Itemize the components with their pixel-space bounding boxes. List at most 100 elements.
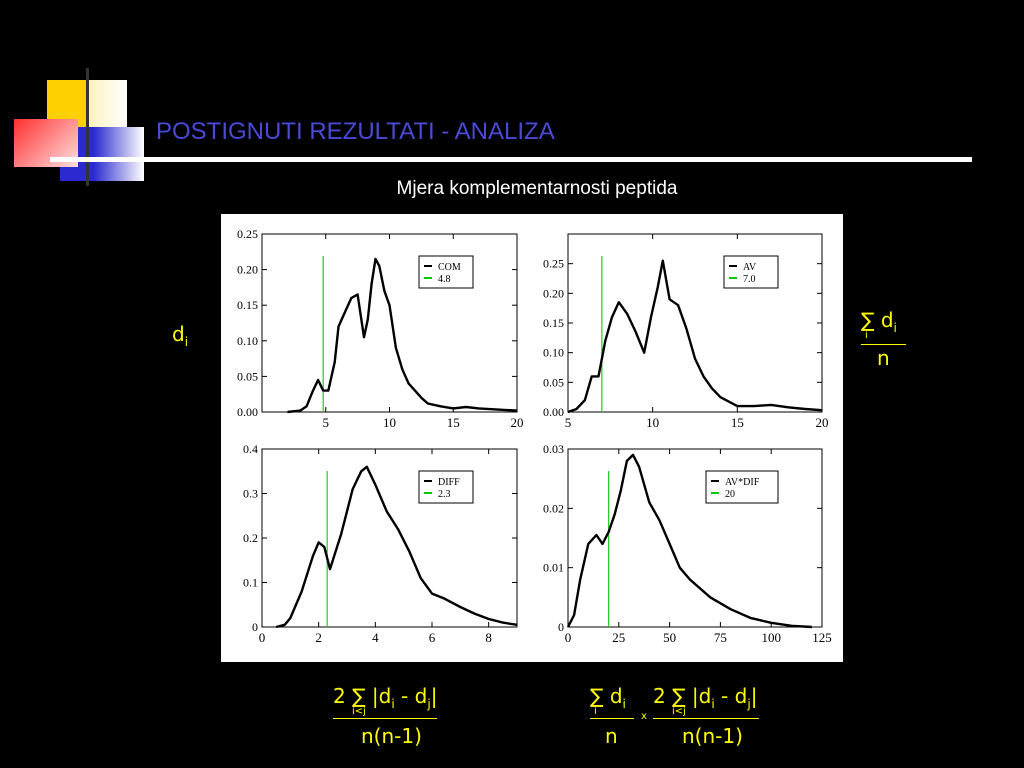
y-tick-label: 0.01 [543, 561, 564, 575]
x-tick-label: 5 [323, 415, 330, 430]
formula-product-a-fraction-bar [590, 718, 634, 719]
formula-product-b-sub-i: i [711, 697, 715, 711]
y-tick-label: 0 [558, 620, 564, 634]
legend-label: AV [743, 262, 757, 273]
formula-mean-num-sub: i [893, 321, 897, 335]
formula-diff-num-c: | [430, 684, 438, 708]
y-tick-label: 0.03 [543, 442, 564, 456]
legend-box [418, 470, 474, 504]
x-tick-label: 8 [485, 630, 492, 645]
y-tick-label: 0.2 [243, 531, 258, 545]
legend-box [418, 255, 474, 289]
formula-diff-sub-i: i [391, 697, 395, 711]
formula-di-symbol: d [172, 322, 185, 346]
plot-frame [567, 233, 823, 413]
x-tick-label: 0 [565, 630, 572, 645]
x-tick-label: 15 [731, 415, 744, 430]
x-tick-label: 10 [383, 415, 396, 430]
x-tick-label: 50 [663, 630, 676, 645]
formula-product-b-fraction-bar [653, 718, 759, 719]
formula-di-sub: i [184, 335, 189, 349]
x-tick-label: 4 [372, 630, 379, 645]
legend-label: 20 [725, 489, 735, 500]
formula-product-a-index: i [594, 706, 597, 717]
formula-diff: 2 ∑ |di - dj| i<j n(n-1) [333, 684, 463, 748]
formula-product-a-num: ∑ d [590, 684, 623, 708]
legend-label: 2.3 [438, 489, 451, 500]
chart-av: 5 10 15 20 0.00 0.05 0.10 0.15 0.20 0.25 AV7.0 [543, 233, 829, 430]
x-tick-label: 6 [429, 630, 436, 645]
formula-mean-den: n [877, 346, 890, 370]
formula-product-b-num-c: | [750, 684, 758, 708]
y-tick-label: 0 [252, 620, 258, 634]
legend-label: COM [438, 262, 461, 273]
y-tick-label: 0.15 [543, 316, 564, 330]
y-tick-label: 0.4 [243, 442, 258, 456]
y-tick-label: 0.00 [237, 405, 258, 419]
legend-box [723, 255, 779, 289]
legend-label: 4.8 [438, 274, 451, 285]
legend-label: AV*DIF [725, 477, 760, 488]
formula-product-b-num-a: 2 ∑ |d [653, 684, 712, 708]
formula-mean: ∑ di i n [861, 308, 911, 370]
formula-diff-num-a: 2 ∑ |d [333, 684, 392, 708]
formula-product-b-sub-j: j [747, 697, 751, 711]
slide-title: POSTIGNUTI REZULTATI - ANALIZA [156, 118, 555, 145]
formula-diff-sub-j: j [427, 697, 431, 711]
formula-diff-num-b: - d [394, 684, 428, 708]
series-line [275, 465, 518, 629]
series-line [566, 453, 812, 629]
formula-diff-den: n(n-1) [361, 724, 422, 748]
x-tick-label: 25 [612, 630, 625, 645]
y-tick-label: 0.20 [543, 286, 564, 300]
x-tick-label: 20 [816, 415, 829, 430]
formula-product-a-sub: i [622, 697, 626, 711]
x-tick-label: 75 [714, 630, 727, 645]
formula-product-b-num-b: - d [714, 684, 748, 708]
series-line [567, 259, 823, 414]
formula-mean-fraction-bar [861, 344, 906, 345]
formula-product-times: x [641, 711, 647, 722]
formula-di: di [172, 322, 188, 349]
legend-box [705, 470, 779, 504]
x-tick-label: 125 [812, 630, 832, 645]
slide-subtitle: Mjera komplementarnosti peptida [396, 178, 678, 199]
formula-diff-fraction-bar [333, 718, 437, 719]
y-tick-label: 0.20 [237, 263, 258, 277]
title-divider [50, 157, 972, 162]
x-tick-label: 2 [315, 630, 322, 645]
x-tick-label: 5 [565, 415, 572, 430]
plot-frame [261, 448, 518, 628]
formula-product-b-den: n(n-1) [682, 724, 743, 748]
formula-mean-num: ∑ d [861, 308, 894, 332]
y-tick-label: 0.05 [237, 369, 258, 383]
legend-label: DIFF [438, 477, 460, 488]
y-tick-label: 0.25 [237, 227, 258, 241]
legend-label: 7.0 [743, 274, 756, 285]
y-tick-label: 0.05 [543, 375, 564, 389]
y-tick-label: 0.3 [243, 487, 258, 501]
x-tick-label: 0 [259, 630, 266, 645]
formula-mean-index: i [865, 330, 868, 341]
formula-product-b-index: i<j [672, 706, 686, 717]
x-tick-label: 10 [646, 415, 659, 430]
y-tick-label: 0.00 [543, 405, 564, 419]
x-tick-label: 20 [511, 415, 524, 430]
formula-product-a-den: n [605, 724, 618, 748]
y-tick-label: 0.10 [237, 334, 258, 348]
x-tick-label: 15 [447, 415, 460, 430]
y-tick-label: 0.10 [543, 346, 564, 360]
plot-frame [567, 448, 823, 628]
y-tick-label: 0.15 [237, 298, 258, 312]
series-line [287, 257, 518, 414]
x-tick-label: 100 [761, 630, 781, 645]
y-tick-label: 0.02 [543, 501, 564, 515]
y-tick-label: 0.25 [543, 257, 564, 271]
formula-diff-index: i<j [352, 706, 366, 717]
y-tick-label: 0.1 [243, 576, 258, 590]
